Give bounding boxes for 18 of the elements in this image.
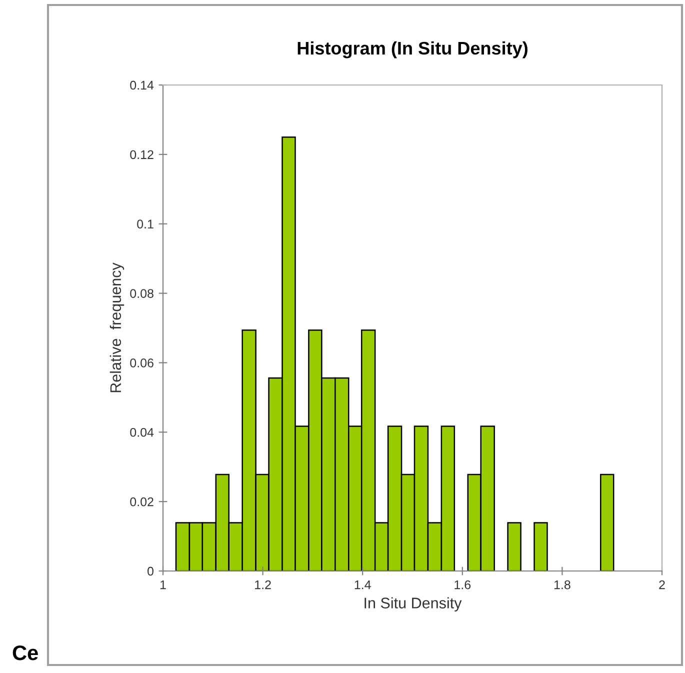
y-axis-title: Relative frequency [110, 262, 124, 392]
y-tick-label: 0.1 [137, 220, 154, 229]
x-axis-title: In Situ Density [364, 597, 462, 612]
y-tick-label: 0.02 [130, 497, 154, 506]
x-tick-label: 1.4 [354, 580, 371, 590]
y-tick-label: 0.12 [130, 150, 154, 160]
y-tick-label: 0.14 [130, 80, 154, 90]
y-tick-label: 0.08 [130, 289, 154, 298]
x-tick-label: 1.2 [255, 580, 271, 590]
y-tick-label: 0 [148, 566, 154, 576]
chart-title: Histogram (In Situ Density) [298, 41, 528, 58]
x-tick-label: 1.8 [554, 580, 570, 590]
y-tick-label: 0.06 [130, 358, 154, 368]
x-tick-label: 2 [659, 580, 665, 590]
x-tick-label: 1.6 [454, 580, 471, 590]
x-tick-label: 1 [160, 580, 166, 590]
text: Ce [12, 645, 38, 660]
y-tick-label: 0.04 [130, 428, 154, 437]
